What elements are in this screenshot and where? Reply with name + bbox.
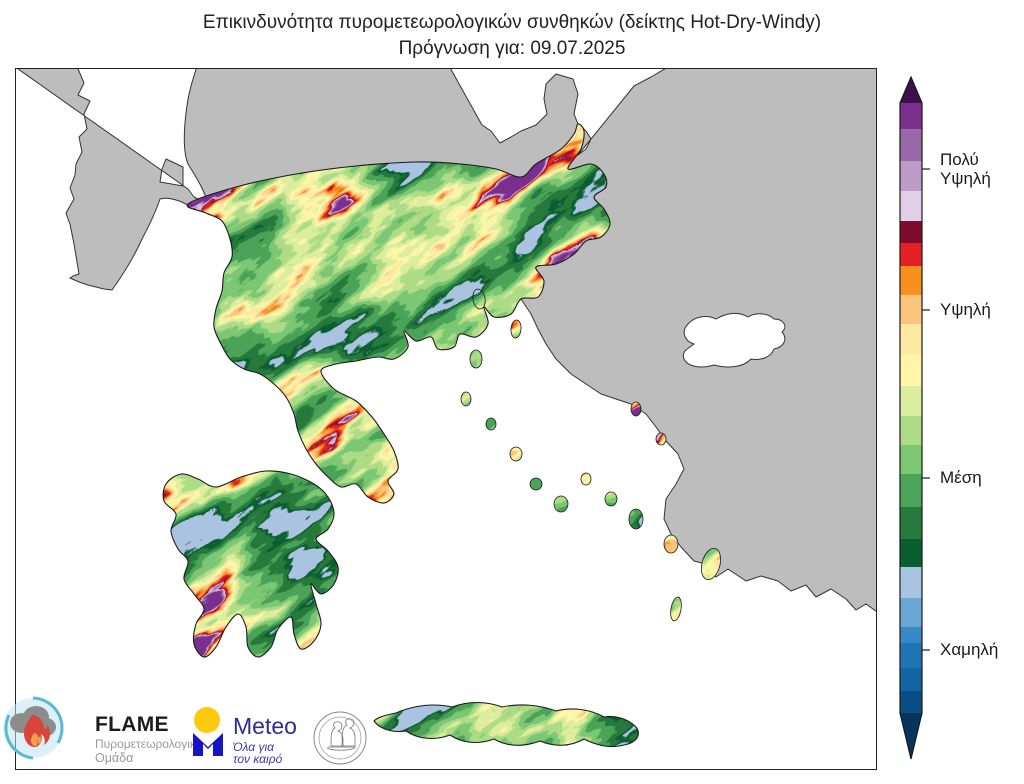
svg-text:τον καιρό: τον καιρό <box>233 752 283 766</box>
svg-text:Meteo: Meteo <box>233 713 297 739</box>
svg-text:Πυρομετεωρολογική: Πυρομετεωρολογική <box>95 737 203 751</box>
svg-text:FLAME: FLAME <box>95 713 169 736</box>
svg-text:Ομάδα: Ομάδα <box>95 751 133 765</box>
